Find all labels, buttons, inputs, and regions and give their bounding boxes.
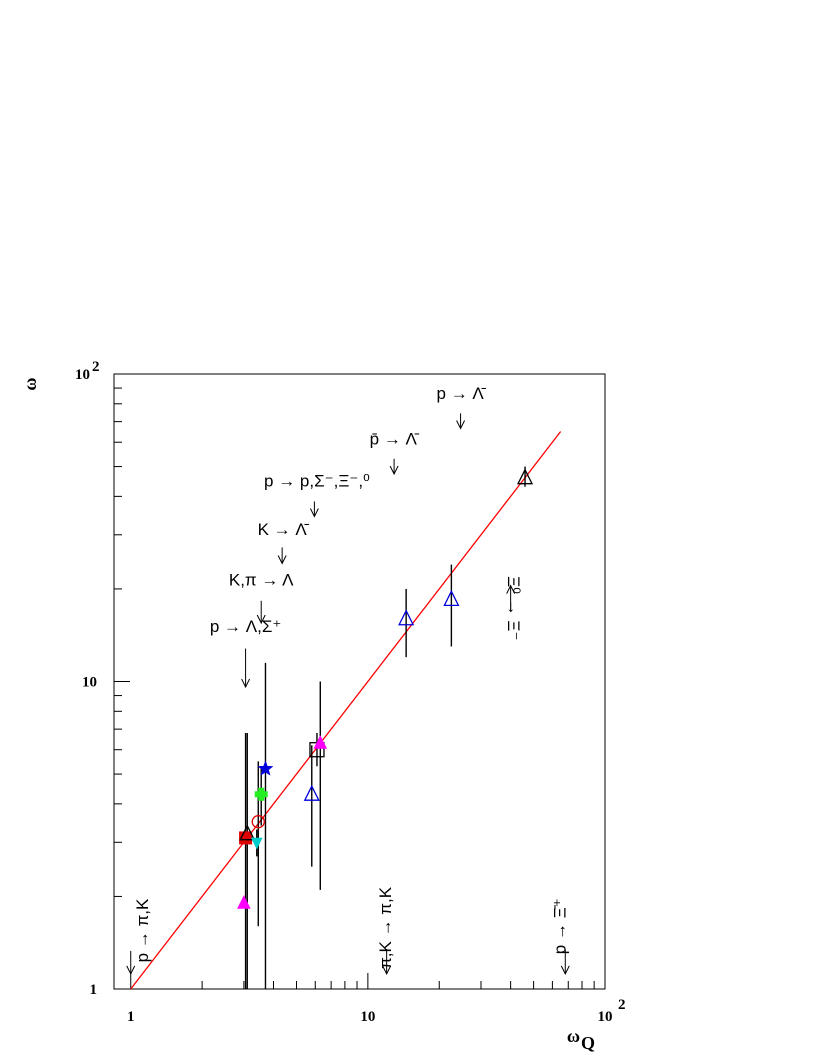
annotation-label: p → p,Σ⁻,Ξ⁻,⁰ <box>264 472 370 491</box>
arrow-head <box>382 965 392 975</box>
y-tick-label: 1 <box>90 982 98 998</box>
data-point <box>251 815 265 829</box>
arrow-head <box>309 508 319 518</box>
plot-area-border <box>113 373 606 990</box>
data-point <box>398 609 415 626</box>
x-tick-label: 1 <box>127 1009 135 1025</box>
data-point <box>254 787 268 801</box>
annotations: p → Λ̄ p̄ → Λ̄ p → p,Σ⁻,Ξ⁻,⁰ K → Λ̄ K,π → Λ p… <box>133 384 570 969</box>
annotation-arrow <box>241 648 251 689</box>
y-tick-label: 10 <box>75 367 90 383</box>
arrow-head <box>241 678 251 689</box>
data-point <box>516 468 534 485</box>
y-tick-label: 10 <box>82 675 97 691</box>
x-axis-title: ω Q <box>567 1026 595 1053</box>
arrow-head <box>126 965 136 975</box>
annotation-arrow <box>456 413 466 430</box>
annotation-label: p → Λ̄ <box>437 384 487 403</box>
annotation-label: π,K → π,K <box>376 886 395 969</box>
axes-ticks <box>114 373 606 990</box>
data-point <box>237 895 251 909</box>
arrow-head <box>560 965 570 975</box>
data-point <box>239 824 256 841</box>
annotation-arrow <box>277 547 287 565</box>
x-axis-title-sub: Q <box>581 1033 595 1053</box>
y-axis-title: ω <box>20 377 40 390</box>
x-axis-title-main: ω <box>567 1026 580 1046</box>
arrows <box>126 413 570 975</box>
annotation-label: p → π,K <box>133 898 152 962</box>
annotation-arrow <box>126 950 136 975</box>
arrow-head <box>389 465 399 476</box>
arrow-head <box>456 420 466 430</box>
data-point <box>303 784 320 801</box>
annotation-label: Ξ⁰ → Ξ⁻ <box>504 576 523 640</box>
annotation-label: p → Ξ̄⁺ <box>550 898 569 954</box>
annotation-label: K,π → Λ <box>229 571 294 590</box>
data-points <box>237 468 534 909</box>
data-point <box>257 760 274 776</box>
plot-frame <box>113 373 606 990</box>
y-tick-label-exponent: 2 <box>92 359 100 375</box>
annotation-arrow <box>256 600 266 625</box>
data-point <box>313 735 328 749</box>
x-tick-label-exponent: 2 <box>618 997 626 1013</box>
annotation-arrow <box>309 501 319 518</box>
arrow-head <box>256 614 266 625</box>
data-point <box>443 589 460 606</box>
annotation-label: K → Λ̄ <box>258 520 310 539</box>
annotation-arrow <box>382 948 392 975</box>
error-bars <box>244 466 526 989</box>
data-point <box>250 837 263 850</box>
arrow-head <box>506 584 516 594</box>
fit-line <box>130 431 562 990</box>
x-tick-label: 10 <box>598 1009 613 1025</box>
fit-line-layer <box>130 431 562 990</box>
arrow-head <box>277 555 287 565</box>
annotation-label: p → Λ,Σ⁺ <box>210 617 281 636</box>
x-tick-label: 10 <box>360 1009 375 1025</box>
annotation-arrow <box>389 458 399 476</box>
annotation-arrow <box>506 584 516 611</box>
annotation-label: p̄ → Λ̄ <box>370 429 420 448</box>
annotation-arrow <box>560 948 570 975</box>
